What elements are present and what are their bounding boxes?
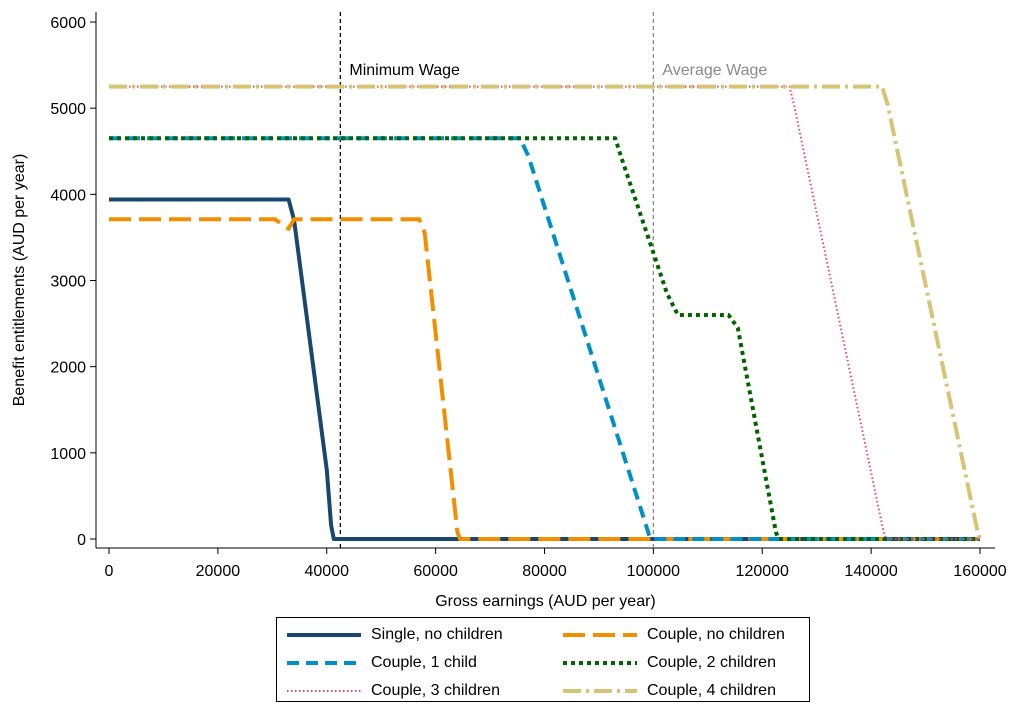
series-single-no-children <box>109 197 980 541</box>
y-tick-label: 4000 <box>50 187 86 204</box>
y-axis-title: Benefit entitlements (AUD per year) <box>11 154 28 407</box>
legend-swatch-couple-2-children <box>563 661 637 665</box>
series-couple-3-children <box>109 85 980 540</box>
x-tick-label: 120000 <box>736 563 789 580</box>
legend-item-couple-2-children: Couple, 2 children <box>561 651 776 675</box>
legend-item-couple-no-children: Couple, no children <box>561 623 785 647</box>
series-couple-1-child <box>109 136 980 541</box>
legend-swatch-couple-3-children <box>287 690 361 692</box>
x-tick-label: 40000 <box>305 563 350 580</box>
legend-swatch-couple-4-children <box>563 689 637 693</box>
legend-item-couple-3-children: Couple, 3 children <box>285 679 500 703</box>
y-tick-label: 6000 <box>50 15 86 32</box>
x-tick-label: 80000 <box>522 563 567 580</box>
series-couple-no-children <box>109 217 980 541</box>
legend-label-single-no-children: Single, no children <box>371 626 503 643</box>
minimum-wage-label: Minimum Wage <box>349 62 460 79</box>
legend-item-single-no-children: Single, no children <box>285 623 503 647</box>
legend-swatch-couple-no-children <box>563 633 637 637</box>
legend-label-couple-1-child: Couple, 1 child <box>371 654 477 671</box>
x-tick-label: 140000 <box>844 563 897 580</box>
legend: Single, no children Couple, no children … <box>276 617 810 702</box>
series-couple-2-children <box>109 136 980 541</box>
y-tick-label: 1000 <box>50 446 86 463</box>
y-tick-label: 5000 <box>50 101 86 118</box>
x-tick-label: 60000 <box>413 563 458 580</box>
legend-label-couple-no-children: Couple, no children <box>647 626 785 643</box>
x-axis-title: Gross earnings (AUD per year) <box>435 593 656 610</box>
y-tick-label: 0 <box>77 532 86 549</box>
average-wage-label: Average Wage <box>662 62 767 79</box>
y-tick-label: 2000 <box>50 360 86 377</box>
x-tick-label: 20000 <box>196 563 241 580</box>
legend-label-couple-3-children: Couple, 3 children <box>371 682 500 699</box>
legend-label-couple-2-children: Couple, 2 children <box>647 654 776 671</box>
legend-swatch-single-no-children <box>287 633 361 637</box>
x-tick-label: 0 <box>105 563 114 580</box>
legend-swatch-couple-1-child <box>287 661 361 665</box>
legend-label-couple-4-children: Couple, 4 children <box>647 682 776 699</box>
x-tick-label: 160000 <box>953 563 1006 580</box>
y-tick-label: 3000 <box>50 274 86 291</box>
legend-item-couple-1-child: Couple, 1 child <box>285 651 477 675</box>
series-couple-4-children <box>109 84 982 540</box>
x-tick-label: 100000 <box>627 563 680 580</box>
legend-item-couple-4-children: Couple, 4 children <box>561 679 776 703</box>
